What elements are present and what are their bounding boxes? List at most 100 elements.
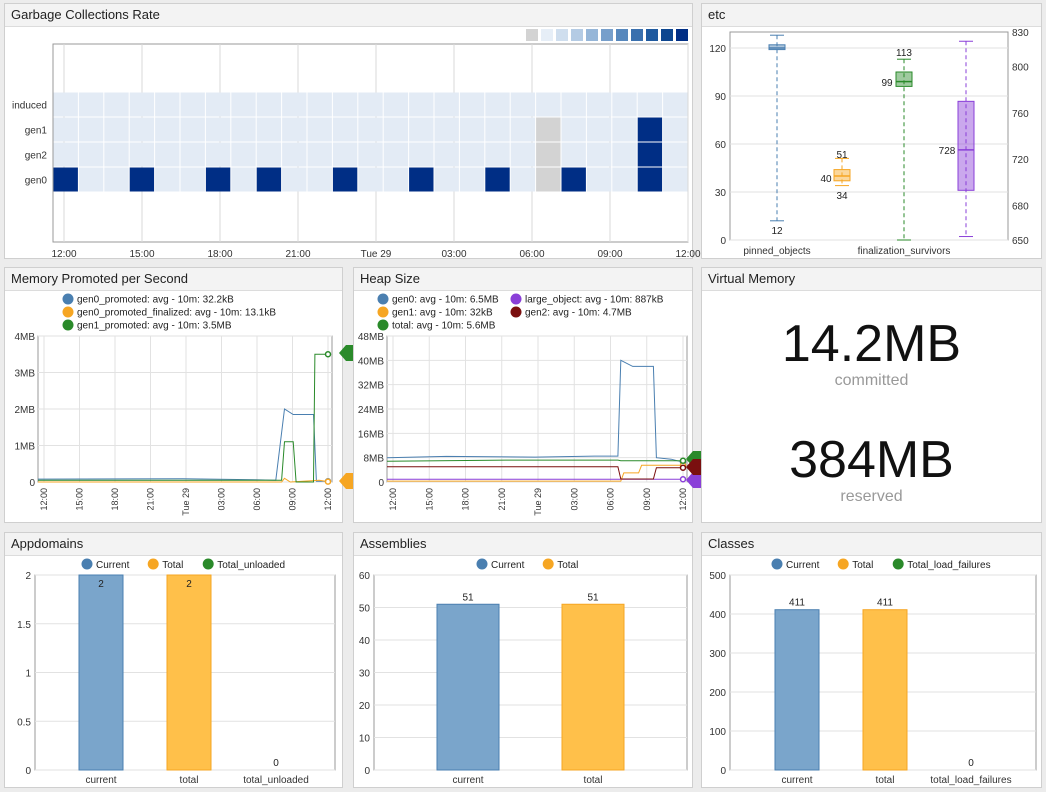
heatmap-cell xyxy=(383,142,409,167)
y-left-tick-label: 30 xyxy=(715,188,727,199)
x-tick-label: 03:00 xyxy=(569,488,579,511)
heatmap-cell xyxy=(282,167,307,192)
heatmap-cell xyxy=(612,142,637,167)
heatmap-cell xyxy=(332,142,358,167)
y-left-tick-label: 90 xyxy=(715,92,727,103)
heatmap-cell xyxy=(663,117,688,142)
bar-value-label: 2 xyxy=(98,579,104,590)
series-line xyxy=(38,353,328,483)
bar xyxy=(561,603,625,771)
y-tick-label: 24MB xyxy=(358,405,384,416)
series-line xyxy=(37,408,328,482)
y-tick-label: 500 xyxy=(709,571,726,582)
mem-promoted-chart[interactable]: gen0_promoted: avg - 10m: 32.2kB gen0_pro… xyxy=(5,268,402,524)
legend-label: Total_unloaded xyxy=(217,560,285,571)
legend-scale-swatch xyxy=(631,29,643,41)
row-label: induced xyxy=(12,101,47,112)
y-tick-label: 0 xyxy=(364,766,370,777)
heatmap-cell xyxy=(459,167,485,192)
legend-label: gen0_promoted: avg - 10m: 32.2kB xyxy=(77,295,234,306)
x-category-label: total xyxy=(180,775,199,786)
appdomains-bar-chart[interactable]: Current Total Total_unloaded 0 0.5 1 1.5 2 2 curr… xyxy=(5,533,344,789)
y-tick-label: 0 xyxy=(720,766,726,777)
assemblies-bar-chart[interactable]: Current Total 0 10 20 30 40 50 60 51 current 51 tota… xyxy=(354,533,694,789)
legend-marker xyxy=(202,558,214,570)
row-label: gen1 xyxy=(25,126,48,137)
heatmap-cell xyxy=(53,92,78,117)
bar-value-label: 411 xyxy=(877,598,893,609)
mem-promoted-panel: Memory Promoted per Second gen0_promoted… xyxy=(4,267,402,524)
heatmap-cell xyxy=(104,142,129,167)
x-tick-label: Tue 29 xyxy=(181,488,191,516)
y-tick-label: 32MB xyxy=(358,381,384,392)
heap-size-chart[interactable]: gen0: avg - 10m: 6.5MB large_object: avg … xyxy=(354,268,743,524)
legend-marker xyxy=(377,319,389,331)
heatmap-cell xyxy=(358,92,383,117)
legend-scale-swatch xyxy=(526,29,538,41)
legend-label: total: avg - 10m: 5.6MB xyxy=(392,321,496,332)
legend-marker xyxy=(892,558,904,570)
y-left-tick-label: 120 xyxy=(709,44,726,55)
panel-title: Heap Size xyxy=(354,268,692,291)
legend-marker xyxy=(147,558,159,570)
heatmap-cell xyxy=(510,167,536,192)
heatmap-cell xyxy=(409,142,434,167)
y-tick-label: 48MB xyxy=(358,332,384,343)
x-category-label: total_unloaded xyxy=(243,775,309,786)
heatmap-cell xyxy=(53,142,78,167)
legend-marker xyxy=(81,558,93,570)
y-right-tick-label: 800 xyxy=(1012,63,1029,74)
y-tick-label: 0 xyxy=(29,478,35,489)
series-endpoint xyxy=(679,457,687,464)
bar xyxy=(166,574,212,771)
panel-title: Appdomains xyxy=(5,533,342,556)
row-label: gen0 xyxy=(25,176,48,187)
heatmap-cell xyxy=(256,142,282,167)
legend-label: large_object: avg - 10m: 887kB xyxy=(525,295,664,306)
reserved-value: 384MB xyxy=(789,431,954,489)
heatmap-cell xyxy=(155,167,180,192)
bar xyxy=(774,609,820,771)
series-endpoint xyxy=(324,478,332,485)
etc-boxplot[interactable]: 0 30 60 90 120 650 680 720 760 800 830 12 51 40 34 113 9… xyxy=(702,4,1043,260)
heatmap-cell xyxy=(561,117,586,142)
legend-marker xyxy=(377,306,389,318)
legend-scale-swatch xyxy=(571,29,583,41)
heatmap-cell xyxy=(180,92,205,117)
heatmap-cell xyxy=(307,92,332,117)
y-tick-label: 2MB xyxy=(14,405,35,416)
heatmap-cell xyxy=(434,92,459,117)
heatmap-cell xyxy=(637,167,663,192)
bar-value-label: 2 xyxy=(186,579,192,590)
y-right-tick-label: 830 xyxy=(1012,28,1029,39)
series-endpoint xyxy=(324,351,332,358)
heatmap-cell xyxy=(409,167,434,192)
gc-rate-heatmap[interactable]: 12:00 15:00 18:00 21:00 Tue 29 03:00 06:00 09:0… xyxy=(5,4,701,260)
y-tick-label: 200 xyxy=(709,688,726,699)
heatmap-cell xyxy=(307,142,332,167)
classes-panel: Classes Current Total Total_load_failures 0… xyxy=(701,532,1042,788)
heatmap-cell xyxy=(282,92,307,117)
x-tick-label: 12:00 xyxy=(678,488,688,511)
legend-label: Current xyxy=(491,560,525,571)
series-line xyxy=(387,466,683,480)
x-category-label: current xyxy=(85,775,116,786)
legend-marker xyxy=(62,319,74,331)
heap-panel: Heap Size gen0: avg - 10m: 6.5MB large_ob… xyxy=(353,267,743,524)
x-category-label: current xyxy=(452,775,483,786)
legend-label: Total xyxy=(162,560,183,571)
heatmap-cell xyxy=(510,117,536,142)
x-category-label: current xyxy=(781,775,812,786)
bar xyxy=(862,609,908,771)
classes-bar-chart[interactable]: Current Total Total_load_failures 0 100 200 30… xyxy=(702,533,1043,789)
heatmap-cell xyxy=(612,92,637,117)
legend-scale-swatch xyxy=(586,29,598,41)
heatmap-cell xyxy=(282,117,307,142)
gc-rate-panel: Garbage Collections Rate 12:00 15:00 18:00… xyxy=(4,3,701,260)
y-tick-label: 60 xyxy=(359,571,371,582)
series-endpoint xyxy=(679,476,687,483)
heatmap-cell xyxy=(358,117,383,142)
legend-marker xyxy=(476,558,488,570)
y-tick-label: 0 xyxy=(25,766,31,777)
bar-value-label: 51 xyxy=(587,592,599,603)
